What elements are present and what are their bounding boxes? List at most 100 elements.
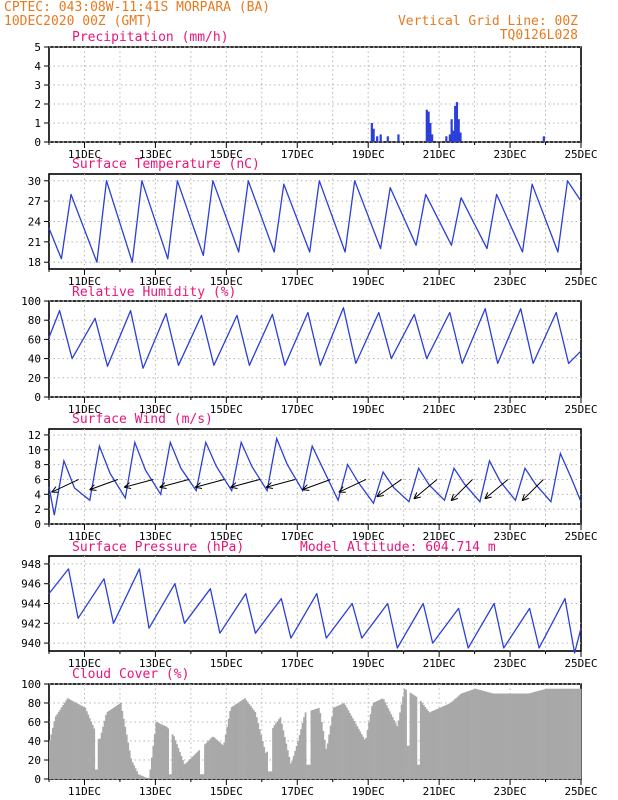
cloud-bar	[473, 689, 475, 779]
cloud-bar	[425, 708, 428, 779]
cloud-bar	[487, 692, 490, 779]
cloud-bar	[301, 723, 304, 779]
wind-arrow	[89, 478, 118, 491]
cloud-bar	[377, 700, 379, 779]
cloud-bar	[484, 691, 487, 779]
cloud-bar	[557, 688, 560, 779]
pres-series-line	[48, 568, 582, 654]
cloud-bar	[96, 769, 99, 779]
x-tick-label: 15DEC	[210, 657, 243, 670]
y-tick-label: 0	[34, 391, 41, 404]
cloud-bar	[344, 705, 347, 779]
wind-arrowhead	[195, 486, 203, 490]
cloud-bar	[448, 703, 450, 779]
cloud-bar	[275, 723, 277, 779]
wind-arrow	[265, 478, 296, 488]
cloud-bar	[100, 732, 103, 779]
cloud-bar	[544, 689, 546, 779]
cloud-bar	[430, 711, 433, 779]
cloud-bar	[235, 704, 237, 779]
cloud-bar	[350, 715, 353, 779]
cloud-bar	[357, 728, 360, 779]
wind-arrowhead	[521, 497, 529, 502]
cloud-bar	[437, 708, 440, 779]
cloud-bar	[551, 688, 554, 779]
cloud-bar	[122, 718, 125, 779]
cloud-bar	[184, 763, 187, 779]
cloud-bar	[418, 764, 421, 779]
cloud-bar	[130, 758, 133, 779]
cloud-bar	[74, 702, 76, 779]
cloud-bar	[368, 722, 370, 779]
cloud-bar	[459, 694, 462, 779]
y-tick-label: 27	[28, 195, 41, 208]
cloud-bar	[146, 778, 149, 779]
cloud-bar	[227, 718, 230, 779]
cloud-bar	[348, 713, 351, 779]
cloud-bar	[80, 705, 82, 779]
pressure-plot: 940 942 944 946 948 11DEC 13DEC 15DEC 17DEC 19DEC…	[21, 555, 598, 670]
x-tick-label: 19DEC	[352, 657, 385, 670]
x-tick-label: 19DEC	[352, 785, 385, 798]
cloud-bar	[573, 688, 576, 779]
cloud-bar	[306, 764, 308, 779]
cloud-bar	[125, 734, 128, 779]
cloud-bar	[173, 736, 175, 779]
temp-series-line	[48, 180, 582, 263]
temperature-panel: Surface Temperature (nC) 18 21 24 27 30 11DEC…	[28, 157, 598, 288]
cloud-bar	[542, 689, 545, 779]
cloud-bar	[391, 717, 394, 779]
cloud-bar	[195, 753, 198, 779]
x-tick-label: 15DEC	[210, 148, 243, 161]
cloud-cover-title: Cloud Cover (%)	[72, 667, 189, 682]
cloud-bar	[530, 692, 533, 779]
cloud-bar	[558, 688, 561, 779]
cloud-bar	[49, 741, 51, 779]
x-tick-label: 21DEC	[423, 403, 456, 416]
cloud-bar	[470, 690, 472, 779]
cloud-bar	[313, 709, 316, 779]
precip-bar	[459, 132, 462, 142]
wind-arrowhead	[89, 484, 95, 491]
cloud-bar	[319, 713, 322, 779]
precip-bar	[445, 136, 448, 142]
cloud-bar	[72, 701, 75, 779]
cloud-bar	[133, 765, 136, 779]
cloud-bar	[199, 774, 202, 779]
cloud-bar	[539, 690, 542, 779]
cloud-bar	[521, 693, 524, 779]
cloud-bar	[439, 707, 441, 779]
x-tick-label: 13DEC	[139, 530, 172, 543]
cloud-bar	[396, 726, 399, 779]
cloud-bar	[527, 693, 530, 779]
cloud-bar	[187, 760, 190, 779]
cloud-bar	[241, 700, 243, 779]
cloud-bar	[427, 710, 430, 779]
cloud-bar	[515, 693, 518, 779]
wind-arrow	[302, 478, 331, 491]
cloud-bar	[310, 710, 313, 779]
precip-bar	[370, 123, 373, 142]
wind-arrowhead	[450, 493, 454, 501]
cloud-bar	[552, 688, 555, 779]
cloud-bar	[518, 693, 521, 779]
wind-arrowhead	[338, 486, 344, 493]
cloud-bar	[248, 704, 251, 779]
cloud-bar	[128, 750, 131, 779]
cloud-bar	[221, 744, 224, 779]
cloud-bar	[340, 704, 342, 779]
cloud-bar	[57, 711, 60, 779]
cloud-bar	[496, 693, 499, 779]
cloud-bar	[354, 723, 357, 779]
cloud-bar	[66, 698, 69, 779]
cloud-bar	[84, 707, 87, 779]
cloud-bar	[468, 690, 471, 779]
y-tick-label: 24	[28, 216, 42, 229]
temperature-plot: 18 21 24 27 30 11DEC 13DEC 15DEC 17DEC 19DEC 21DEC…	[28, 173, 598, 288]
cloud-bar	[90, 721, 93, 779]
x-tick-label: 19DEC	[352, 403, 385, 416]
cloud-bar	[490, 693, 493, 779]
cloud-bar	[575, 688, 577, 779]
x-tick-label: 23DEC	[494, 785, 527, 798]
y-tick-label: 21	[28, 236, 41, 249]
